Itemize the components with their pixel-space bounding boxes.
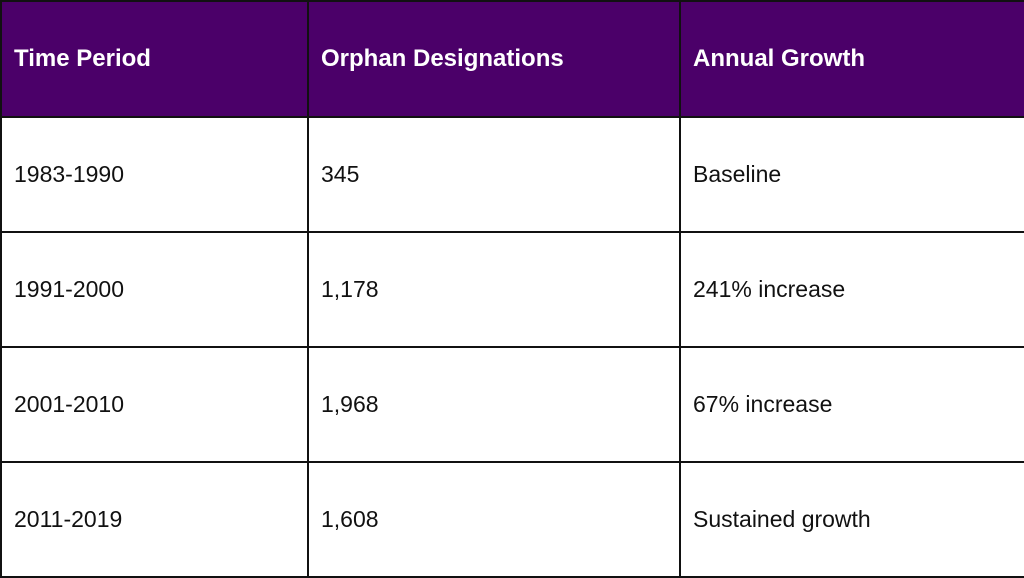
time-period-cell: 2001-2010 — [0, 346, 309, 463]
annual-growth-cell: Sustained growth — [679, 461, 1024, 578]
time-period-cell: 2011-2019 — [0, 461, 309, 578]
table-row: 1983-1990 345 Baseline — [0, 116, 1024, 233]
orphan-designations-cell: 1,968 — [307, 346, 681, 463]
annual-growth-cell: 67% increase — [679, 346, 1024, 463]
orphan-designations-cell: 345 — [307, 116, 681, 233]
time-period-cell: 1983-1990 — [0, 116, 309, 233]
column-header-time-period: Time Period — [0, 0, 309, 118]
orphan-designations-cell: 1,608 — [307, 461, 681, 578]
annual-growth-cell: 241% increase — [679, 231, 1024, 348]
annual-growth-cell: Baseline — [679, 116, 1024, 233]
table-header-row: Time Period Orphan Designations Annual G… — [0, 0, 1024, 118]
table-row: 2011-2019 1,608 Sustained growth — [0, 461, 1024, 578]
column-header-annual-growth: Annual Growth — [679, 0, 1024, 118]
table-row: 2001-2010 1,968 67% increase — [0, 346, 1024, 463]
time-period-cell: 1991-2000 — [0, 231, 309, 348]
orphan-designations-cell: 1,178 — [307, 231, 681, 348]
column-header-orphan-designations: Orphan Designations — [307, 0, 681, 118]
table-row: 1991-2000 1,178 241% increase — [0, 231, 1024, 348]
